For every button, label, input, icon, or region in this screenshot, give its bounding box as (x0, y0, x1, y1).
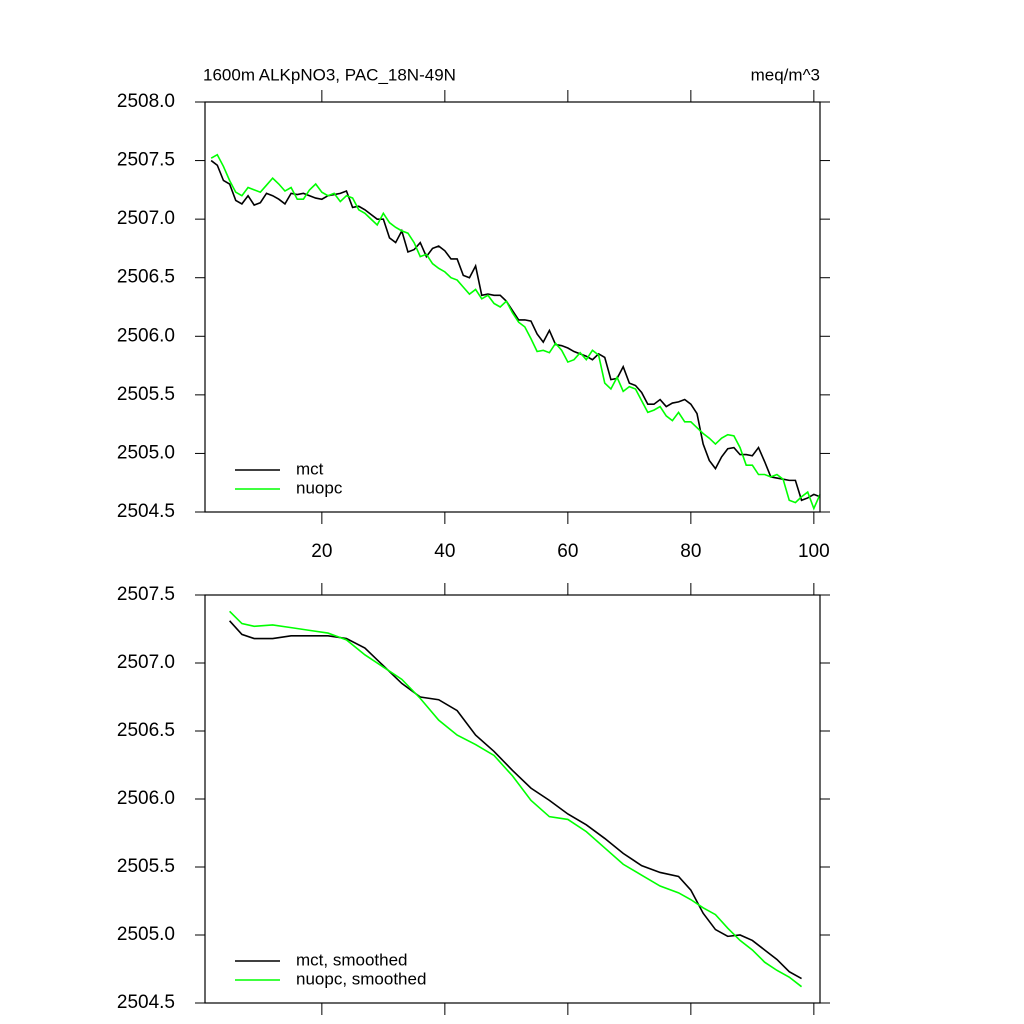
y-tick-label: 2506.5 (117, 267, 175, 288)
y-tick-label: 2505.5 (117, 856, 175, 877)
y-tick-label: 2504.5 (117, 992, 175, 1013)
x-tick-label: 20 (311, 541, 332, 562)
y-tick-label: 2507.0 (117, 652, 175, 673)
y-tick-label: 2508.0 (117, 91, 175, 112)
y-tick-label: 2506.5 (117, 720, 175, 741)
plot-frame (204, 101, 821, 513)
y-tick-label: 2506.0 (117, 788, 175, 809)
plot-frame (204, 594, 821, 1004)
y-tick-label: 2507.0 (117, 208, 175, 229)
x-tick-label: 100 (798, 541, 830, 562)
y-tick-label: 2505.5 (117, 384, 175, 405)
units-label: meq/m^3 (751, 65, 820, 84)
series-line (210, 159, 821, 502)
legend-label: nuopc, smoothed (296, 969, 426, 988)
x-tick-label: 80 (680, 541, 701, 562)
y-tick-label: 2505.0 (117, 924, 175, 945)
series-line (210, 153, 821, 511)
y-tick-label: 2506.0 (117, 325, 175, 346)
y-tick-label: 2505.0 (117, 442, 175, 463)
legend-label: mct (296, 459, 324, 478)
series-line (229, 610, 803, 988)
legend-label: nuopc (296, 478, 343, 497)
legend-label: mct, smoothed (296, 950, 408, 969)
y-tick-label: 2507.5 (117, 150, 175, 171)
series-line (229, 620, 802, 980)
y-tick-label: 2504.5 (117, 501, 175, 522)
x-tick-label: 40 (434, 541, 455, 562)
x-tick-label: 60 (557, 541, 578, 562)
y-tick-label: 2507.5 (117, 584, 175, 605)
chart-title: 1600m ALKpNO3, PAC_18N-49N (203, 65, 456, 84)
